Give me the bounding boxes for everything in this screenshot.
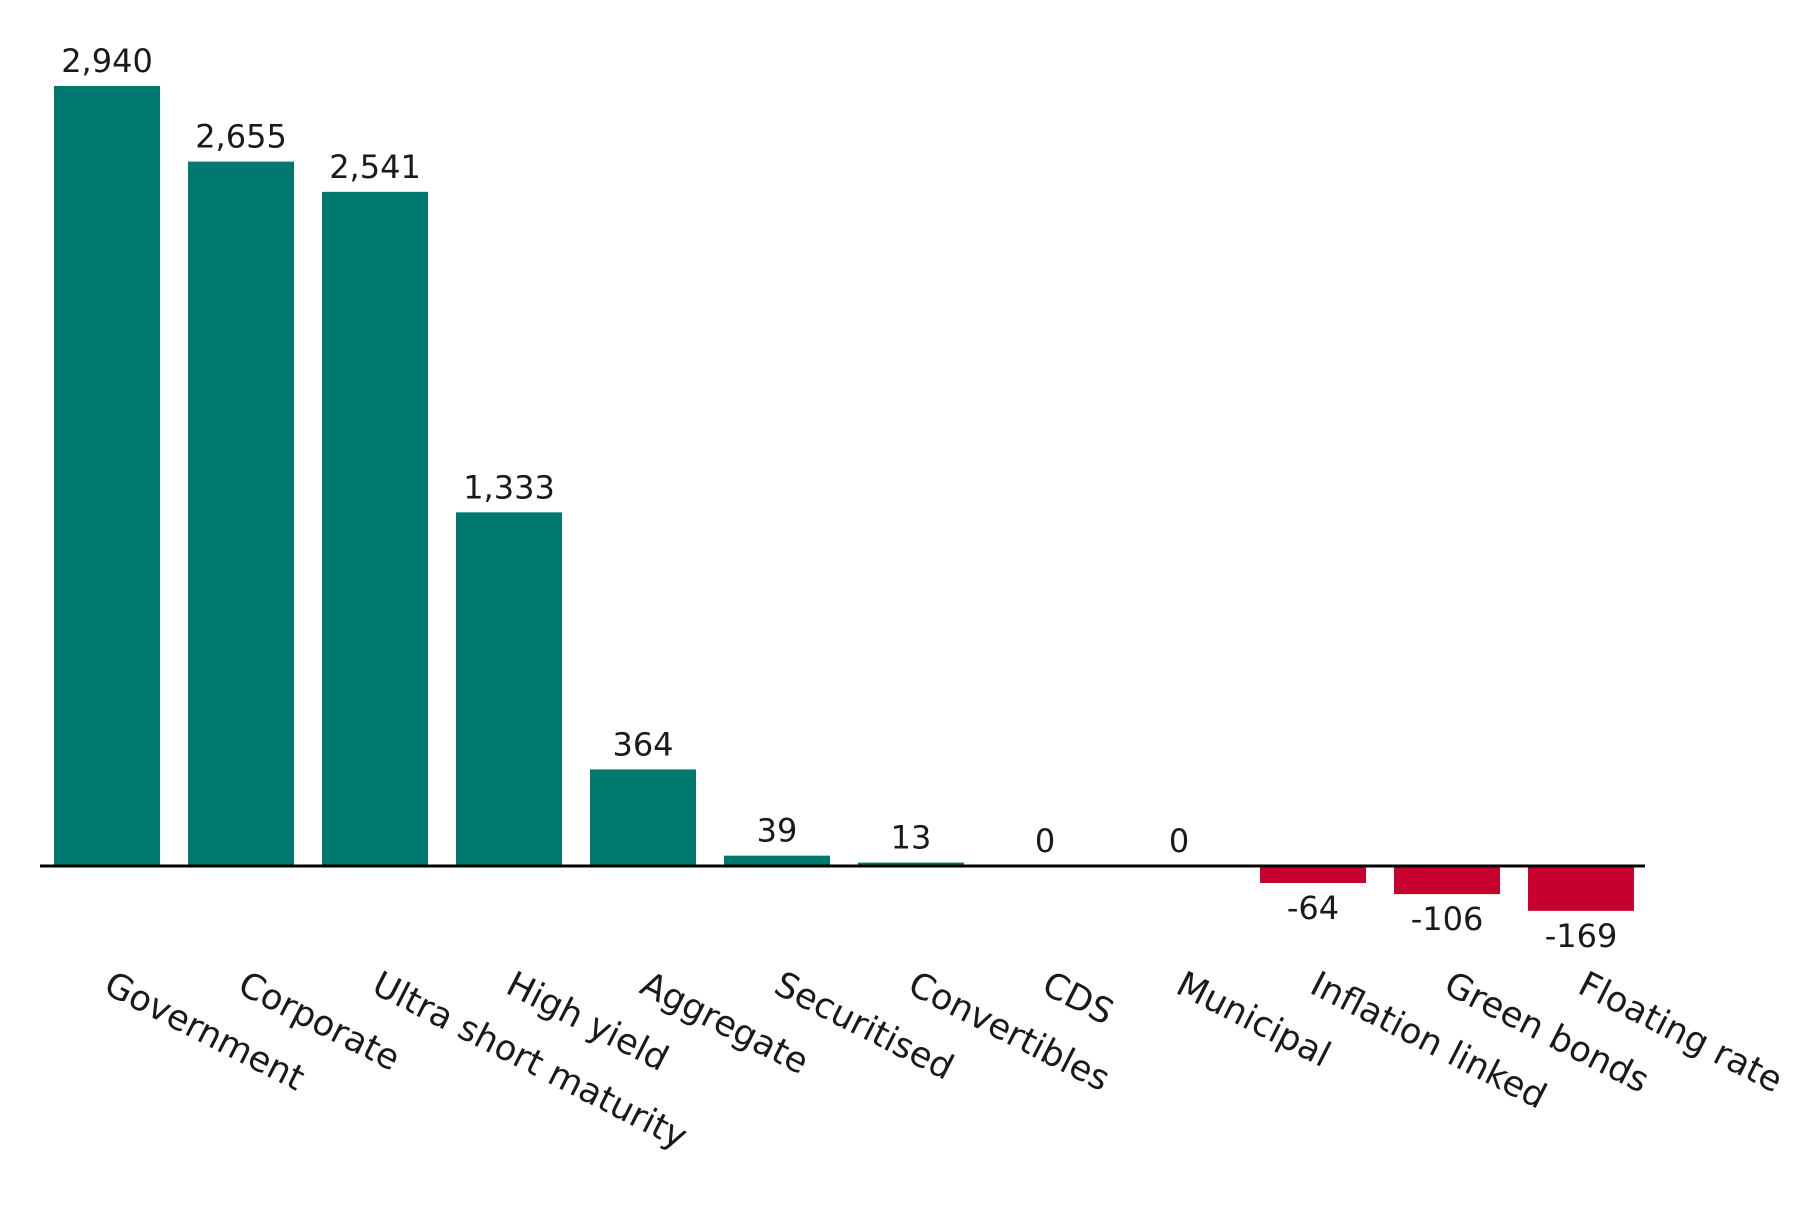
bar bbox=[456, 512, 562, 866]
bars-group bbox=[54, 86, 1634, 911]
data-label: 364 bbox=[612, 725, 673, 763]
data-label: -106 bbox=[1411, 900, 1484, 938]
bar bbox=[1260, 866, 1366, 883]
category-label: Municipal bbox=[1170, 964, 1337, 1075]
data-label: 13 bbox=[891, 819, 932, 857]
data-label: 2,541 bbox=[329, 148, 421, 186]
data-label: 2,940 bbox=[61, 42, 153, 80]
data-label: 1,333 bbox=[463, 468, 555, 506]
bar bbox=[54, 86, 160, 866]
bar bbox=[1394, 866, 1500, 895]
data-label: 39 bbox=[757, 812, 798, 850]
data-label: -64 bbox=[1287, 889, 1339, 927]
value-labels-group: 2,940 2,655 2,541 1,333 364 39 13 0 0 -64 -106 -169 bbox=[61, 42, 1617, 955]
category-label: Inflation linked bbox=[1304, 964, 1553, 1117]
bar bbox=[188, 161, 294, 866]
bar bbox=[858, 862, 964, 866]
bar bbox=[322, 191, 428, 866]
data-label: 2,655 bbox=[195, 118, 287, 156]
bar bbox=[724, 855, 830, 866]
bar bbox=[590, 769, 696, 866]
bar bbox=[1528, 866, 1634, 911]
category-label: CDS bbox=[1036, 964, 1120, 1033]
data-label: 0 bbox=[1035, 822, 1055, 860]
data-label: -169 bbox=[1545, 917, 1618, 955]
data-label: 0 bbox=[1169, 822, 1189, 860]
